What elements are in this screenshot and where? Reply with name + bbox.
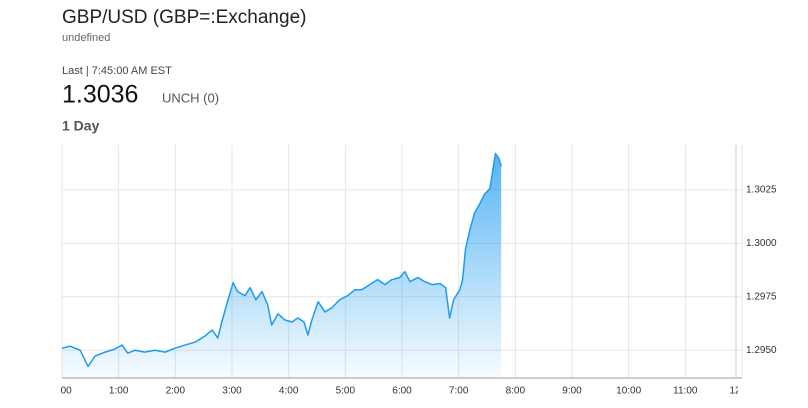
last-price: 1.3036	[62, 81, 138, 109]
x-tick-label: 12:00	[729, 386, 754, 397]
x-tick-label: 6:00	[392, 386, 412, 397]
price-line	[61, 152, 502, 368]
y-tick-label: 1.3000	[746, 238, 777, 249]
x-tick-label: 3:00	[222, 386, 242, 397]
change: UNCH (0)	[162, 90, 219, 105]
x-tick-label: 9:00	[562, 386, 582, 397]
range-label: 1 Day	[62, 118, 100, 134]
x-tick-label: 1:00	[109, 386, 129, 397]
x-tick-label: 5:00	[336, 386, 356, 397]
last-label: Last | 7:45:00 AM EST	[62, 65, 172, 77]
plot	[61, 152, 502, 378]
subtitle: undefined	[62, 32, 110, 44]
x-tick-label: 7:00	[449, 386, 469, 397]
area-fill	[62, 153, 502, 378]
y-tick-label: 1.2950	[746, 345, 777, 356]
x-tick-label: 8:00	[506, 386, 526, 397]
x-tick-label: 10:00	[616, 386, 641, 397]
y-tick-label: 1.3025	[746, 185, 777, 196]
y-tick-label: 1.2975	[746, 291, 777, 302]
x-tick-label: 11:00	[673, 386, 698, 397]
x-axis-labels: 0:00 1:00 2:00 3:00 4:00 5:00 6:00 7:00 8:00 9:00…	[52, 386, 754, 397]
x-tick-label: 2:00	[166, 386, 186, 397]
x-tick-label: 0:00	[52, 386, 72, 397]
axes: 1.2950 1.2975 1.3000 1.3025	[62, 145, 777, 379]
x-tick-label: 4:00	[279, 386, 299, 397]
title: GBP/USD (GBP=:Exchange)	[62, 7, 306, 28]
